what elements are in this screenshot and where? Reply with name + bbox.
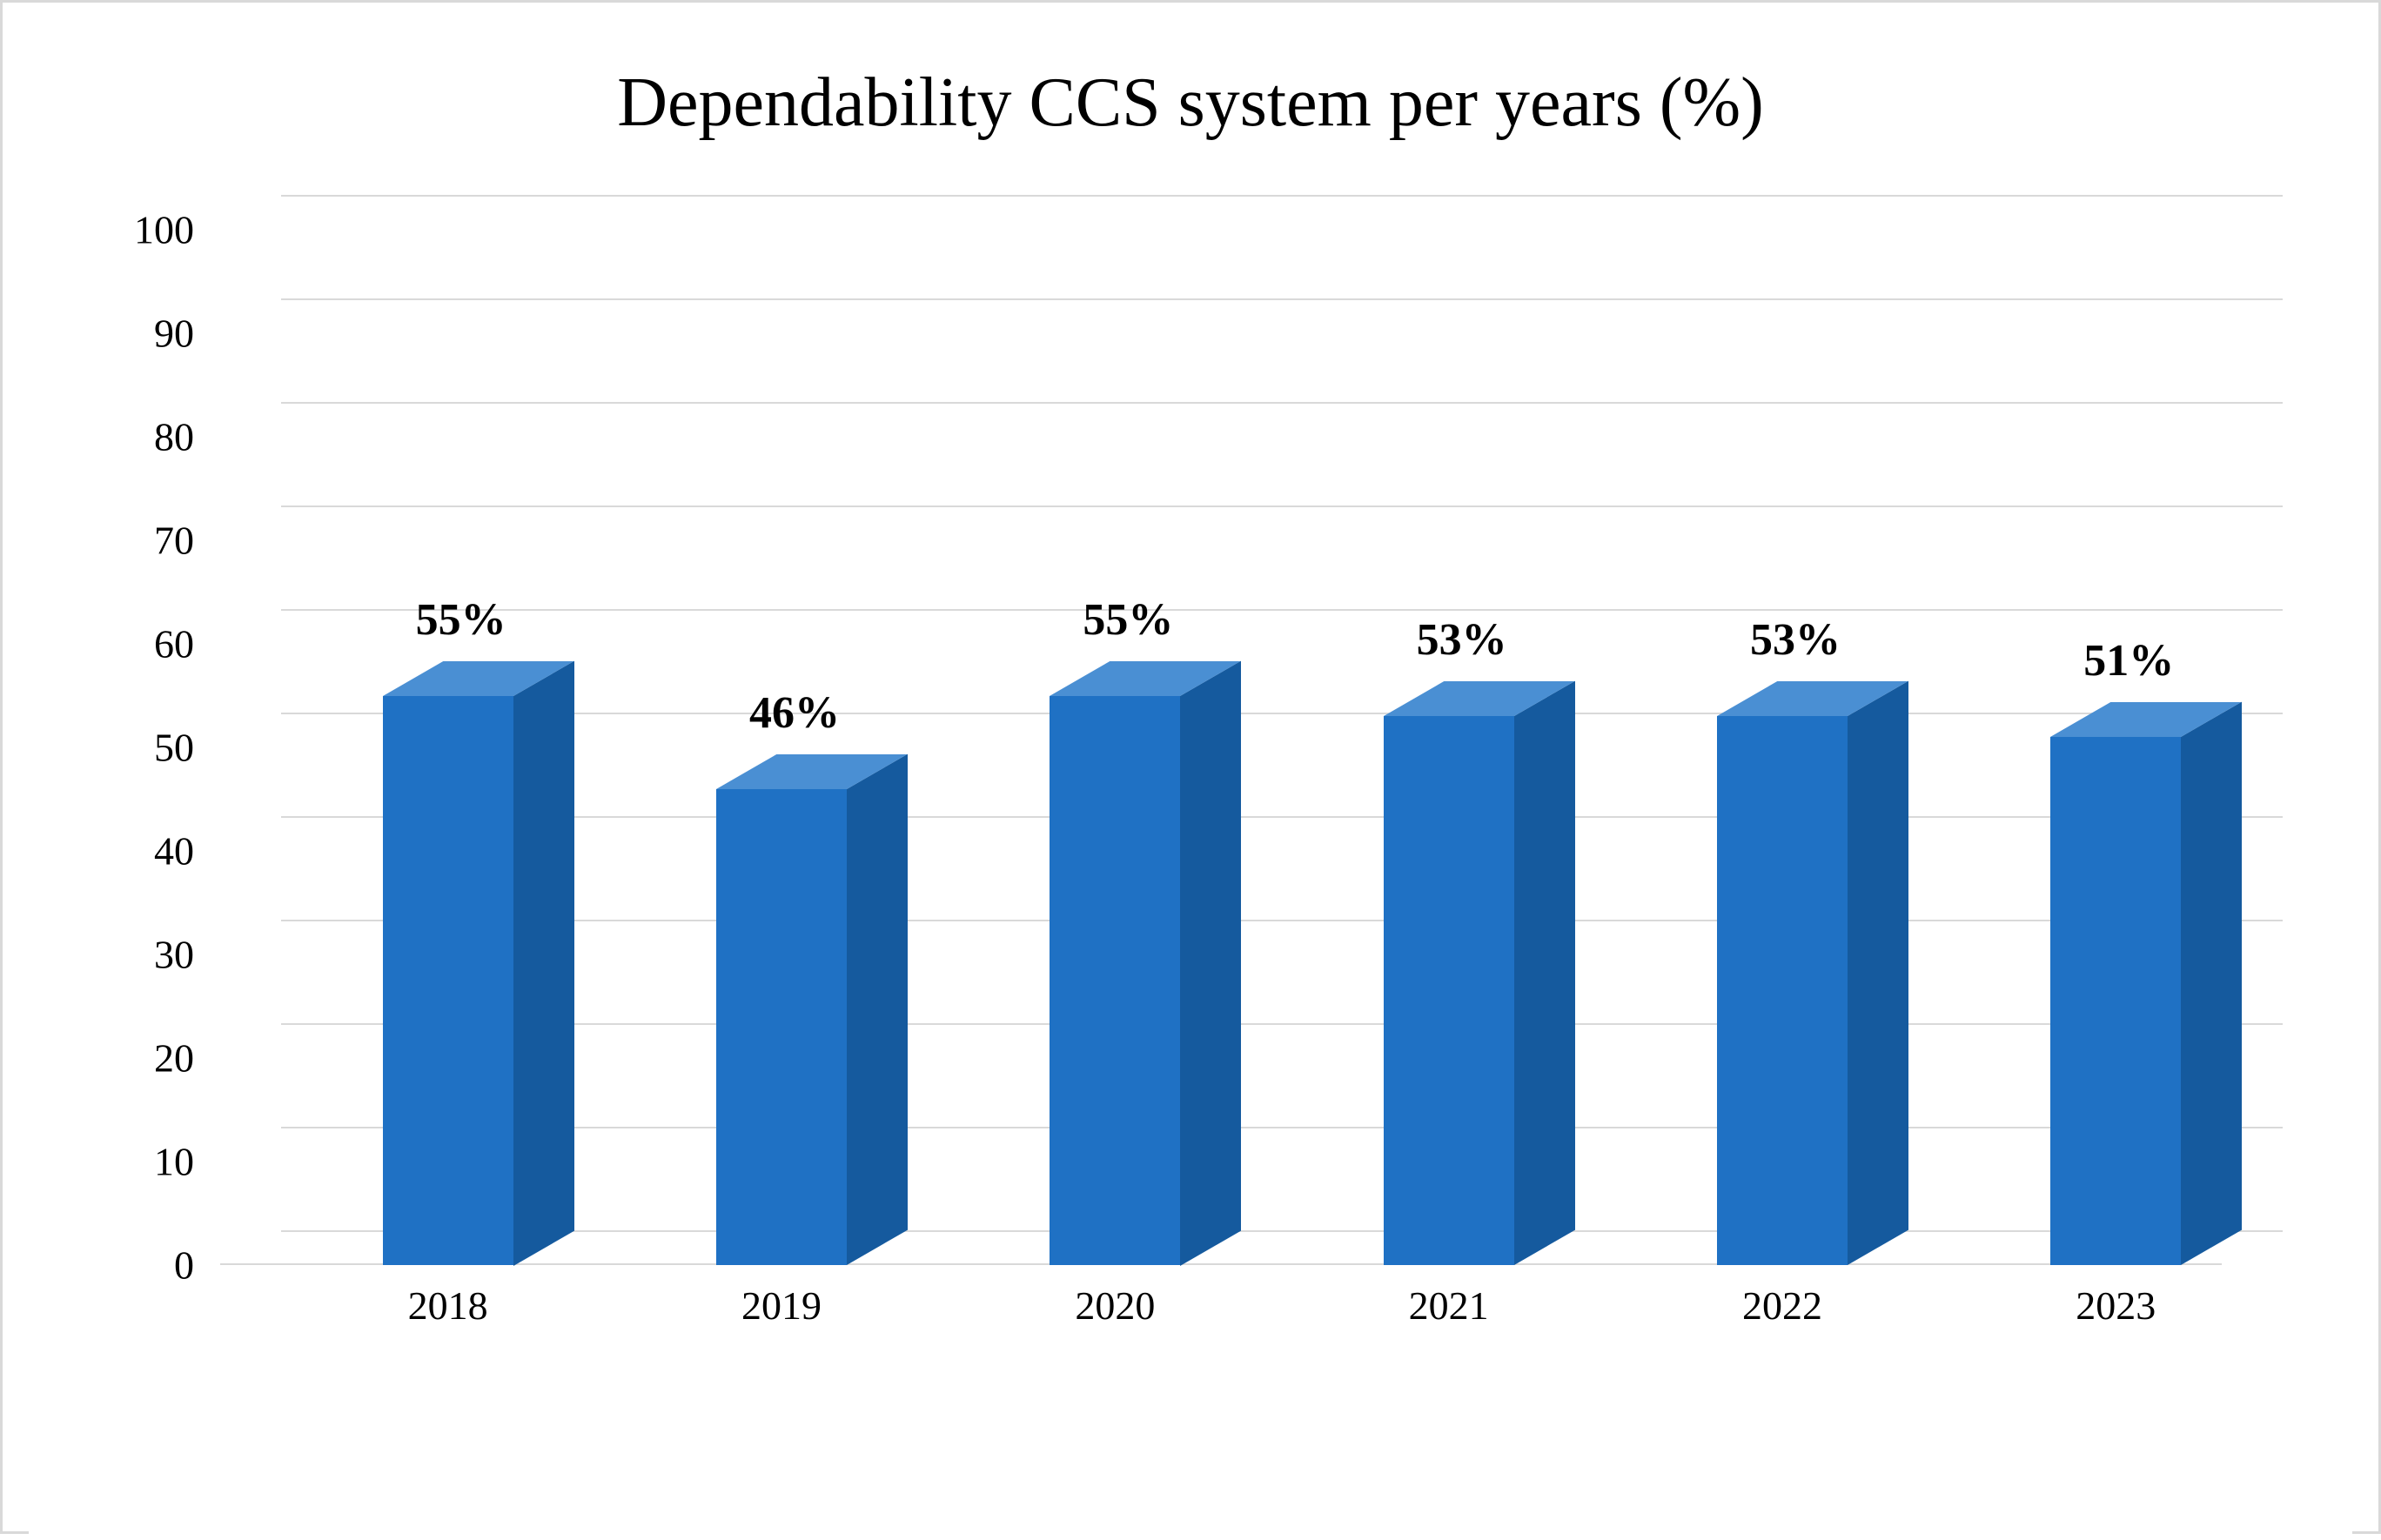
chart-title: Dependability CCS system per years (%): [29, 64, 2352, 143]
bar: [383, 696, 513, 1266]
bar-group: 51%2023: [2050, 195, 2181, 1265]
y-axis-tick-label: 80: [154, 414, 194, 460]
chart-outer-frame: Dependability CCS system per years (%) 0…: [0, 0, 2381, 1534]
y-axis-tick-label: 50: [154, 725, 194, 771]
bar-side-face: [2181, 702, 2242, 1265]
x-axis-tick-label: 2019: [686, 1282, 877, 1329]
chart-container: Dependability CCS system per years (%) 0…: [29, 64, 2352, 1540]
bar-value-label: 53%: [1708, 614, 1882, 666]
bar-front-face: [383, 696, 513, 1266]
y-axis-tick-label: 100: [134, 207, 194, 253]
bars-container: 55%2018 46%2019 55%2020 53%2021 53%2022 51%20…: [281, 195, 2283, 1265]
bar-value-label: 53%: [1375, 614, 1549, 666]
x-axis-tick-label: 2022: [1687, 1282, 1878, 1329]
y-axis-tick-label: 90: [154, 311, 194, 357]
bar-front-face: [1717, 716, 1848, 1265]
y-axis-tick-label: 30: [154, 932, 194, 978]
bar-value-label: 51%: [2042, 635, 2216, 686]
x-axis-tick-label: 2018: [352, 1282, 544, 1329]
bar: [1717, 716, 1848, 1265]
bar-side-face: [1848, 681, 1908, 1265]
bar-front-face: [1384, 716, 1514, 1265]
bar: [1050, 696, 1180, 1266]
bar-side-face: [513, 660, 574, 1265]
bar-group: 46%2019: [716, 195, 847, 1265]
bar-value-label: 55%: [1041, 594, 1215, 646]
y-axis-tick-label: 70: [154, 518, 194, 564]
bar: [2050, 737, 2181, 1265]
bar-front-face: [2050, 737, 2181, 1265]
bar-value-label: 55%: [374, 594, 548, 646]
plot-area: 010203040506070809010055%201846%201955%2…: [220, 195, 2283, 1317]
bar-group: 55%2020: [1050, 195, 1180, 1265]
y-axis-tick-label: 20: [154, 1035, 194, 1081]
x-axis-tick-label: 2023: [2020, 1282, 2211, 1329]
bar-side-face: [1180, 660, 1241, 1265]
y-axis-tick-label: 40: [154, 828, 194, 874]
bar-group: 53%2021: [1384, 195, 1514, 1265]
bar-group: 55%2018: [383, 195, 513, 1265]
y-axis-tick-label: 0: [174, 1242, 194, 1289]
bar-value-label: 46%: [708, 687, 882, 739]
bar: [716, 789, 847, 1265]
bar-front-face: [1050, 696, 1180, 1266]
x-axis-tick-label: 2021: [1353, 1282, 1545, 1329]
bar-side-face: [847, 753, 908, 1265]
bar: [1384, 716, 1514, 1265]
y-axis-tick-label: 60: [154, 621, 194, 667]
bar-front-face: [716, 789, 847, 1265]
x-axis-tick-label: 2020: [1019, 1282, 1211, 1329]
y-axis-tick-label: 10: [154, 1139, 194, 1185]
bar-side-face: [1514, 681, 1575, 1265]
bar-group: 53%2022: [1717, 195, 1848, 1265]
